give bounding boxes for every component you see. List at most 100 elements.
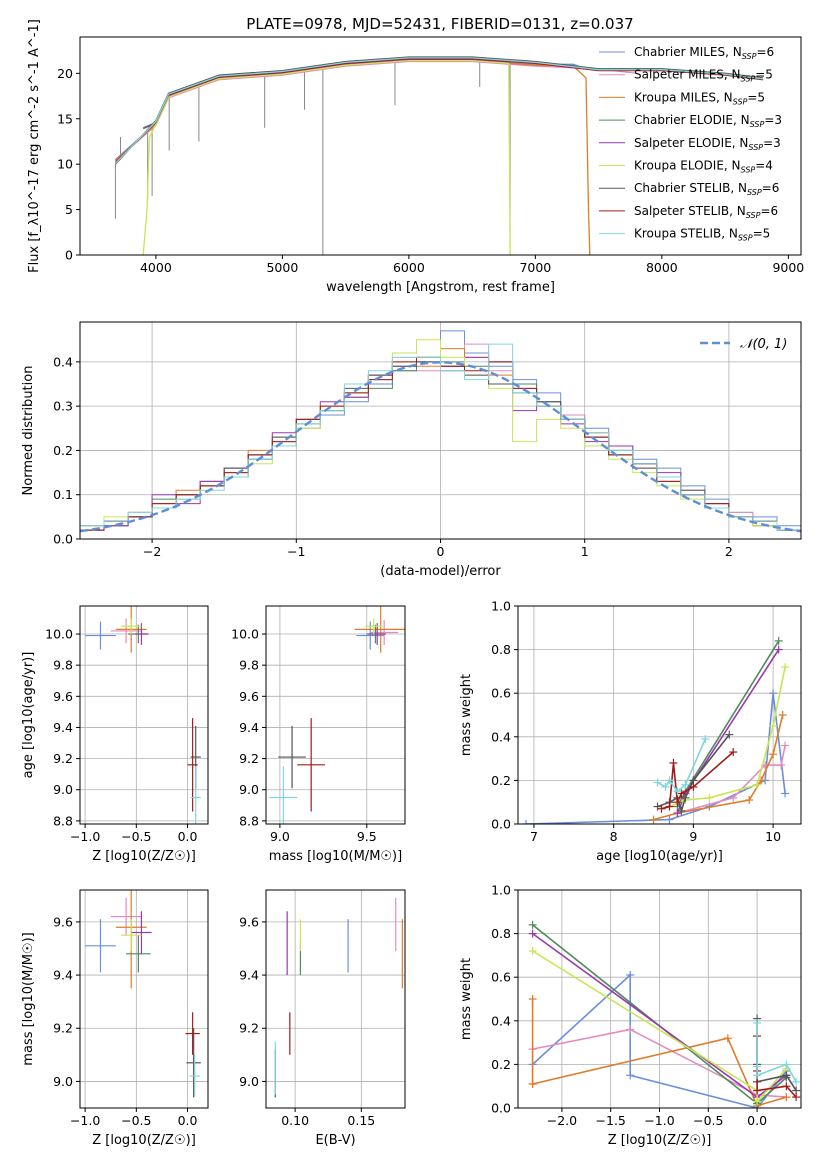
series-line xyxy=(532,1028,787,1098)
y-axis-label: Flux [f_λ10^-17 erg cm^-2 s^-1 A^-1] xyxy=(27,19,42,273)
y-axis-label: age [log10(age/yr)] xyxy=(21,652,36,779)
y-tick-label: 0.8 xyxy=(491,926,511,941)
y-tick-label: 0.0 xyxy=(491,1101,511,1116)
y-tick-label: 1.0 xyxy=(491,883,511,898)
x-tick-label: 0.0 xyxy=(747,1113,767,1128)
y-tick-label: 9.0 xyxy=(239,1074,259,1089)
x-tick-label: 9.5 xyxy=(357,829,377,844)
x-axis-label: (data-model)/error xyxy=(380,564,501,579)
legend-label-tail: =5 xyxy=(753,227,771,241)
chart-weight-vs-age: 7 8 9 10 0.0 0.2 0.4 0.6 0.8 1.0 age [log10(age/yr… xyxy=(459,599,802,864)
legend-label-text: Chabrier MILES, N xyxy=(634,45,742,59)
series-line xyxy=(525,693,786,824)
y-tick-label: 9.2 xyxy=(239,1021,259,1036)
x-tick-label: 1 xyxy=(581,544,589,559)
series-line xyxy=(142,59,511,130)
series-line xyxy=(114,60,637,162)
y-tick-label: 0.0 xyxy=(53,532,73,547)
legend-label-tail: =6 xyxy=(760,204,778,218)
series-line xyxy=(756,1036,797,1098)
x-tick-label: 8 xyxy=(610,829,618,844)
x-axis-label: mass [log10(M/M☉)] xyxy=(269,849,402,864)
legend-label-tail: =4 xyxy=(755,159,773,173)
y-tick-label: 0.3 xyxy=(53,399,73,414)
series-line xyxy=(653,714,784,821)
y-tick-label: 0.2 xyxy=(53,443,73,458)
x-tick-label: −1.0 xyxy=(644,1113,674,1128)
y-tick-label: 9.6 xyxy=(239,689,259,704)
x-tick-label: −0.5 xyxy=(121,1113,151,1128)
legend-label-text: Kroupa MILES, N xyxy=(634,90,733,104)
legend-label-tail: =3 xyxy=(764,113,782,127)
legend-label-sub: SSP xyxy=(750,120,765,129)
y-tick-label: 20 xyxy=(57,66,73,81)
legend-label-sub: SSP xyxy=(747,188,762,197)
x-tick-label: 0 xyxy=(437,544,445,559)
series-line xyxy=(657,738,707,793)
legend-label-text: Chabrier STELIB, N xyxy=(634,181,747,195)
axes-frame xyxy=(517,605,802,825)
x-tick-label: −1.0 xyxy=(70,1113,100,1128)
x-tick-label: 0.15 xyxy=(347,1113,375,1128)
chart-mass-vs-Z: −1.0 −0.5 0.0 9.0 9.2 9.4 9.6 Z [log10(Z/Z☉)] ma… xyxy=(21,889,209,1148)
legend-label-sub: SSP xyxy=(741,75,756,84)
x-tick-label: −1.0 xyxy=(70,829,100,844)
x-tick-label: 0.0 xyxy=(178,1113,198,1128)
x-axis-label: Z [log10(Z/Z☉)] xyxy=(92,1133,196,1148)
y-axis-label: Normed distribution xyxy=(21,366,36,496)
y-tick-label: 0.2 xyxy=(491,1057,511,1072)
series-line xyxy=(669,666,786,808)
y-tick-label: 10 xyxy=(57,157,73,172)
legend-label: Kroupa MILES, NSSP=5 xyxy=(634,90,765,106)
x-axis-label: E(B-V) xyxy=(315,1133,355,1148)
x-tick-label: −1 xyxy=(287,544,305,559)
y-tick-label: 9.4 xyxy=(53,720,73,735)
legend-label-tail: =5 xyxy=(747,90,765,104)
series-line xyxy=(532,950,787,1104)
plot-area xyxy=(80,330,801,539)
series-line xyxy=(114,56,764,165)
legend-label: Kroupa ELODIE, NSSP=4 xyxy=(634,159,773,175)
y-tick-label: 9.0 xyxy=(53,1074,73,1089)
y-tick-label: 9.0 xyxy=(53,782,73,797)
series-line xyxy=(114,58,764,163)
axes-frame xyxy=(265,889,406,1109)
legend-label-sub: SSP xyxy=(742,52,757,61)
chart-age-vs-Z: −1.0 −0.5 0.0 8.8 9.0 9.2 9.4 9.6 9.8 10.0 Z [log1… xyxy=(21,605,209,864)
x-axis-label: wavelength [Angstrom, rest frame] xyxy=(326,280,555,295)
x-tick-label: 7 xyxy=(530,829,538,844)
plot-area xyxy=(521,636,790,824)
plot-area xyxy=(85,606,201,824)
x-tick-label: 6000 xyxy=(393,260,425,275)
x-tick-label: 9.0 xyxy=(270,829,290,844)
y-tick-label: 9.4 xyxy=(239,968,259,983)
y-tick-label: 10.0 xyxy=(45,627,73,642)
y-tick-label: 9.4 xyxy=(239,720,259,735)
legend-label-text: Chabrier ELODIE, N xyxy=(634,113,750,127)
legend-label: Chabrier ELODIE, NSSP=3 xyxy=(634,113,782,129)
x-tick-label: −2 xyxy=(143,544,161,559)
legend-label: Chabrier STELIB, NSSP=6 xyxy=(634,181,779,197)
x-tick-label: 9000 xyxy=(772,260,804,275)
x-tick-label: 9 xyxy=(689,829,697,844)
y-tick-label: 0.1 xyxy=(53,487,73,502)
plot-area xyxy=(528,920,801,1108)
y-tick-label: 9.2 xyxy=(53,1021,73,1036)
y-tick-label: 9.2 xyxy=(53,751,73,766)
y-tick-label: 0.4 xyxy=(491,729,511,744)
y-axis-label: mass weight xyxy=(459,958,474,1040)
legend-label-tail: =6 xyxy=(762,181,780,195)
legend-label-tail: =6 xyxy=(756,45,774,59)
y-tick-label: 9.6 xyxy=(239,914,259,929)
axes-frame xyxy=(265,605,406,825)
y-tick-label: 0.4 xyxy=(53,354,73,369)
legend-label-sub: SSP xyxy=(738,234,753,243)
legend-label-text: Salpeter ELODIE, N xyxy=(634,136,748,150)
y-tick-label: 5 xyxy=(65,202,73,217)
plot-area xyxy=(274,897,403,1098)
legend-label-sub: SSP xyxy=(746,211,761,220)
y-tick-label: 15 xyxy=(57,111,73,126)
plot-area xyxy=(114,56,764,255)
